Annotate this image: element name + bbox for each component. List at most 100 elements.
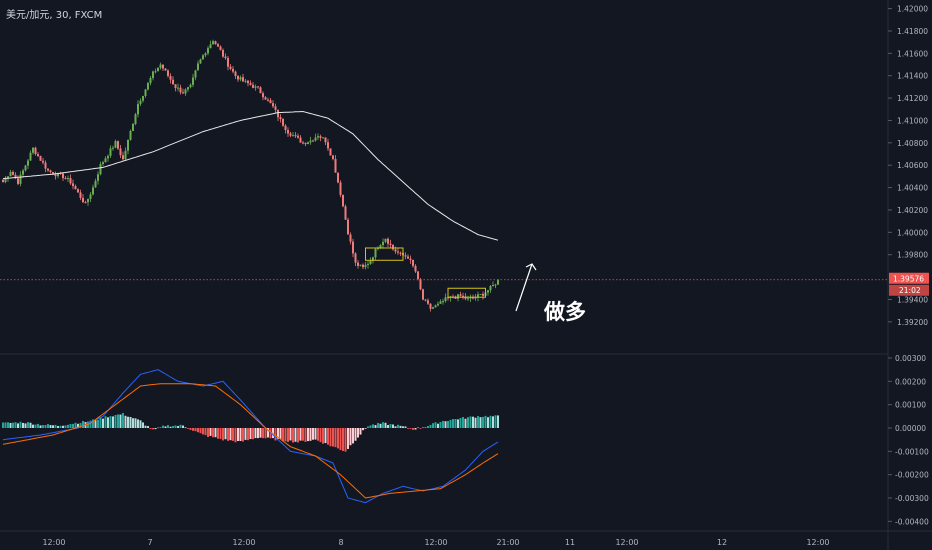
macd-histogram-bar bbox=[39, 425, 42, 428]
macd-histogram-bar bbox=[332, 428, 334, 447]
countdown-badge bbox=[889, 284, 929, 296]
candle-body bbox=[404, 255, 407, 257]
macd-histogram-bar bbox=[222, 428, 224, 441]
macd-histogram-bar bbox=[92, 419, 94, 428]
candle-body bbox=[222, 50, 224, 57]
candle-body bbox=[22, 170, 24, 175]
price-badge bbox=[889, 272, 929, 284]
macd-histogram-bar bbox=[267, 428, 269, 438]
macd-tick-label: -0.00400 bbox=[895, 517, 929, 526]
candle-body bbox=[122, 155, 124, 160]
candle-body bbox=[144, 89, 147, 97]
candle-body bbox=[314, 137, 317, 141]
candle-body bbox=[174, 84, 177, 89]
candle-body bbox=[107, 155, 109, 159]
candle-body bbox=[9, 171, 12, 177]
macd-histogram-bar bbox=[407, 428, 409, 429]
consolidation-box bbox=[447, 287, 486, 298]
macd-histogram-bar bbox=[422, 427, 424, 428]
macd-histogram-bar bbox=[424, 426, 427, 428]
candle-body bbox=[27, 160, 29, 166]
macd-histogram-bar bbox=[69, 423, 72, 428]
macd-histogram-bar bbox=[304, 428, 307, 442]
candle-body bbox=[99, 163, 102, 175]
candle-body bbox=[247, 80, 249, 84]
candle-body bbox=[322, 137, 324, 139]
macd-histogram-bar bbox=[194, 428, 197, 432]
macd-histogram-bar bbox=[324, 428, 327, 444]
macd-histogram-bar bbox=[9, 422, 12, 428]
macd-histogram-bar bbox=[319, 428, 322, 443]
candle-body bbox=[92, 187, 94, 195]
candle-body bbox=[317, 136, 319, 138]
price-tick-label: 1.40800 bbox=[897, 139, 928, 148]
macd-histogram-bar bbox=[432, 423, 434, 428]
price-tick-label: 1.40000 bbox=[897, 228, 928, 237]
candle-body bbox=[34, 147, 37, 155]
price-tick-label: 1.39200 bbox=[897, 318, 928, 327]
candle-body bbox=[424, 299, 427, 301]
candle-body bbox=[212, 41, 214, 45]
candle-body bbox=[427, 300, 429, 304]
price-tick-label: 1.42000 bbox=[897, 5, 928, 14]
macd-histogram-bar bbox=[392, 424, 394, 428]
macd-histogram-bar bbox=[184, 427, 187, 429]
candle-body bbox=[432, 307, 434, 309]
macd-histogram-bar bbox=[34, 424, 37, 428]
macd-histogram-bar bbox=[59, 425, 62, 428]
candle-body bbox=[237, 75, 239, 80]
candle-body bbox=[219, 46, 222, 51]
candle-body bbox=[24, 165, 27, 171]
macd-histogram-bar bbox=[74, 422, 77, 428]
macd-histogram-bar bbox=[434, 422, 437, 428]
price-tick-label: 1.40400 bbox=[897, 184, 928, 193]
macd-tick-label: 0.00200 bbox=[895, 377, 926, 386]
macd-tick-label: -0.00300 bbox=[895, 494, 929, 503]
macd-histogram-bar bbox=[24, 423, 27, 428]
macd-histogram-bar bbox=[147, 426, 149, 428]
macd-histogram-bar bbox=[482, 416, 484, 428]
macd-histogram-bar bbox=[464, 418, 467, 428]
candle-body bbox=[129, 130, 132, 140]
macd-histogram-bar bbox=[89, 420, 92, 428]
candle-body bbox=[339, 182, 342, 195]
macd-histogram-bar bbox=[302, 428, 304, 441]
macd-histogram-bar bbox=[299, 428, 302, 441]
macd-histogram-bar bbox=[359, 428, 362, 435]
macd-histogram-bar bbox=[259, 428, 262, 438]
candle-body bbox=[147, 83, 149, 90]
candle-body bbox=[257, 86, 259, 88]
candle-body bbox=[37, 154, 39, 156]
price-tick-label: 1.41400 bbox=[897, 72, 928, 81]
candle-body bbox=[462, 295, 464, 297]
macd-histogram-bar bbox=[132, 418, 134, 428]
candle-body bbox=[337, 172, 339, 183]
candle-body bbox=[297, 135, 299, 138]
macd-histogram-bar bbox=[447, 421, 449, 428]
candle-body bbox=[332, 155, 334, 160]
candle-body bbox=[217, 44, 219, 47]
candle-body bbox=[157, 67, 159, 72]
time-tick-label: 12:00 bbox=[424, 538, 447, 547]
candle-body bbox=[429, 303, 432, 309]
macd-histogram-bar bbox=[224, 428, 227, 440]
macd-histogram-bar bbox=[294, 428, 297, 442]
macd-histogram-bar bbox=[484, 415, 487, 428]
macd-histogram-bar bbox=[134, 418, 137, 428]
candle-body bbox=[384, 238, 387, 242]
macd-histogram-bar bbox=[419, 428, 422, 429]
macd-tick-label: -0.00100 bbox=[895, 447, 929, 456]
macd-histogram-bar bbox=[152, 428, 154, 430]
macd-histogram-bar bbox=[32, 424, 34, 428]
candle-body bbox=[399, 252, 402, 254]
candle-body bbox=[29, 152, 32, 161]
candle-body bbox=[182, 92, 184, 94]
candle-body bbox=[387, 238, 389, 244]
macd-histogram-bar bbox=[4, 422, 7, 428]
candle-body bbox=[374, 248, 377, 258]
macd-histogram-bar bbox=[254, 428, 257, 439]
candle-body bbox=[419, 278, 422, 290]
macd-tick-label: 0.00000 bbox=[895, 424, 926, 433]
candle-body bbox=[239, 77, 242, 80]
